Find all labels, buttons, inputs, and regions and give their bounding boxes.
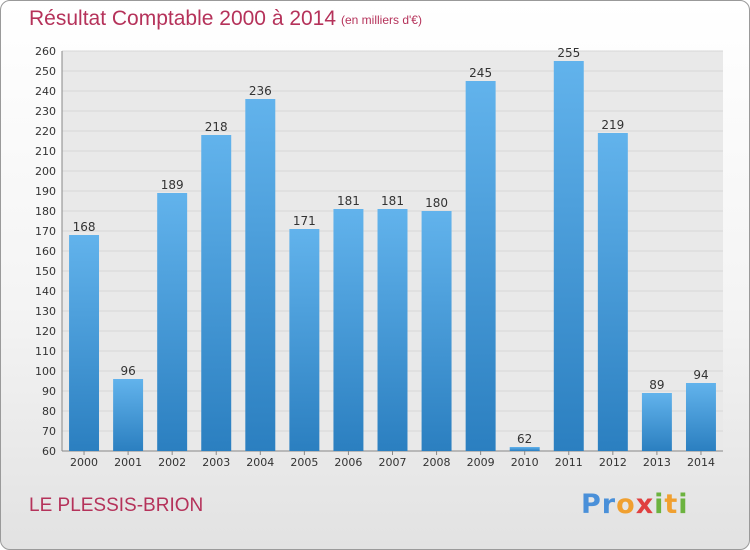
y-tick-label: 260	[35, 45, 56, 58]
bar-2006	[333, 209, 364, 451]
y-tick-label: 80	[42, 405, 56, 418]
bar-2005	[289, 229, 320, 451]
bar-2010	[509, 447, 540, 451]
y-tick-label: 250	[35, 65, 56, 78]
bar-2003	[201, 135, 232, 451]
x-tick-label-2004: 2004	[246, 456, 274, 469]
value-label-2002: 189	[161, 178, 184, 192]
y-tick-label: 90	[42, 385, 56, 398]
x-tick-label-2001: 2001	[114, 456, 142, 469]
value-label-2008: 180	[425, 196, 448, 210]
bar-2007	[377, 209, 408, 451]
value-label-2012: 219	[601, 118, 624, 132]
y-tick-label: 190	[35, 185, 56, 198]
value-label-2003: 218	[205, 120, 228, 134]
y-tick-label: 180	[35, 205, 56, 218]
value-label-2000: 168	[73, 220, 96, 234]
x-tick-label-2003: 2003	[202, 456, 230, 469]
x-tick-label-2008: 2008	[423, 456, 451, 469]
bar-2013	[641, 393, 672, 451]
bar-2014	[685, 383, 716, 451]
y-tick-label: 60	[42, 445, 56, 458]
value-label-2013: 89	[649, 378, 664, 392]
x-tick-label-2000: 2000	[70, 456, 98, 469]
y-tick-label: 170	[35, 225, 56, 238]
value-label-2001: 96	[120, 364, 135, 378]
y-tick-label: 160	[35, 245, 56, 258]
y-tick-label: 110	[35, 345, 56, 358]
y-tick-label: 140	[35, 285, 56, 298]
chart-subtitle: (en milliers d'€)	[341, 13, 422, 27]
value-label-2011: 255	[557, 46, 580, 60]
bar-2002	[157, 193, 188, 451]
value-label-2004: 236	[249, 84, 272, 98]
x-tick-label-2007: 2007	[379, 456, 407, 469]
y-tick-label: 240	[35, 85, 56, 98]
x-tick-label-2006: 2006	[334, 456, 362, 469]
bar-2008	[421, 211, 452, 451]
town-name: LE PLESSIS-BRION	[29, 495, 204, 516]
value-label-2005: 171	[293, 214, 316, 228]
x-tick-label-2002: 2002	[158, 456, 186, 469]
bar-2001	[113, 379, 144, 451]
y-tick-label: 150	[35, 265, 56, 278]
x-tick-label-2009: 2009	[467, 456, 495, 469]
y-tick-label: 210	[35, 145, 56, 158]
y-tick-label: 100	[35, 365, 56, 378]
bar-2009	[465, 81, 496, 451]
x-tick-label-2012: 2012	[599, 456, 627, 469]
x-tick-label-2013: 2013	[643, 456, 671, 469]
proxiti-logo[interactable]: Proxiti	[581, 489, 689, 520]
bar-2011	[553, 61, 584, 451]
y-tick-label: 70	[42, 425, 56, 438]
y-tick-label: 230	[35, 105, 56, 118]
value-label-2009: 245	[469, 66, 492, 80]
y-tick-label: 200	[35, 165, 56, 178]
x-tick-label-2014: 2014	[687, 456, 715, 469]
value-label-2006: 181	[337, 194, 360, 208]
x-tick-label-2010: 2010	[511, 456, 539, 469]
y-tick-label: 120	[35, 325, 56, 338]
chart-title: Résultat Comptable 2000 à 2014	[29, 7, 337, 30]
value-label-2014: 94	[693, 368, 708, 382]
y-tick-label: 130	[35, 305, 56, 318]
bar-2004	[245, 99, 276, 451]
x-tick-label-2005: 2005	[290, 456, 318, 469]
y-tick-label: 220	[35, 125, 56, 138]
x-tick-label-2011: 2011	[555, 456, 583, 469]
value-label-2010: 62	[517, 432, 532, 446]
value-label-2007: 181	[381, 194, 404, 208]
bar-2000	[69, 235, 100, 451]
bar-2012	[597, 133, 628, 451]
